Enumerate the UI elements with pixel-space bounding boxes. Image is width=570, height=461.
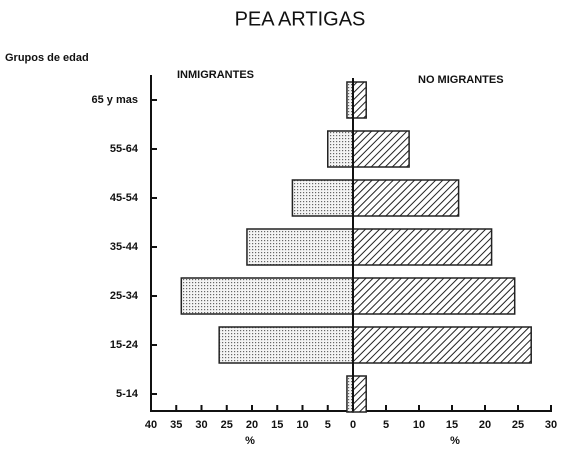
y-tick-label: 5-14	[116, 388, 139, 400]
y-tick-label: 65 y mas	[92, 94, 138, 106]
x-tick-label: 30	[545, 419, 557, 431]
x-tick-label: 30	[195, 419, 207, 431]
x-tick-label: 5	[325, 419, 331, 431]
x-axis-label: %	[245, 435, 255, 447]
y-tick-label: 15-24	[110, 339, 139, 351]
bar	[218, 326, 354, 364]
x-tick-label: 15	[446, 419, 458, 431]
bar	[352, 326, 532, 364]
bar	[327, 130, 354, 168]
bar	[352, 228, 493, 266]
bar	[352, 130, 410, 168]
x-tick-label: 25	[221, 419, 233, 431]
x-tick-label: 10	[296, 419, 308, 431]
x-axis-label: %	[450, 435, 460, 447]
legend-entry: NO MIGRANTES	[418, 74, 504, 86]
y-tick-label: 55-64	[110, 143, 139, 155]
x-tick-label: 10	[413, 419, 425, 431]
y-tick-label: 35-44	[110, 241, 139, 253]
bar	[291, 179, 354, 217]
chart-title: PEA ARTIGAS	[235, 8, 366, 30]
y-tick-label: 45-54	[110, 192, 139, 204]
bar	[352, 81, 367, 119]
x-tick-label: 25	[512, 419, 524, 431]
y-tick-label: 25-34	[110, 290, 139, 302]
x-tick-label: 20	[479, 419, 491, 431]
bar	[352, 179, 460, 217]
legend-entry: INMIGRANTES	[177, 69, 254, 81]
bar	[246, 228, 354, 266]
x-tick-label: 5	[383, 419, 389, 431]
bar	[180, 277, 354, 315]
bar	[352, 277, 516, 315]
x-tick-label: 20	[246, 419, 258, 431]
y-axis-label: Grupos de edad	[5, 52, 89, 64]
x-tick-label: 15	[271, 419, 283, 431]
x-tick-label: 35	[170, 419, 182, 431]
x-tick-label: 0	[350, 419, 356, 431]
bar	[352, 375, 367, 413]
x-tick-label: 40	[145, 419, 157, 431]
